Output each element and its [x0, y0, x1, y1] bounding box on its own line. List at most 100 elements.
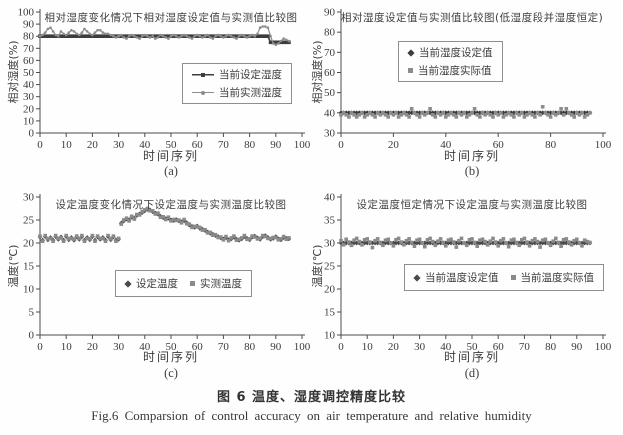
svg-text:30: 30	[113, 341, 125, 353]
svg-text:80: 80	[244, 341, 256, 353]
svg-text:60: 60	[324, 67, 336, 79]
svg-text:0: 0	[338, 341, 344, 353]
chart-d-legend: 当前温度设定值 当前温度实际值	[404, 264, 604, 291]
svg-text:100: 100	[595, 341, 612, 353]
svg-text:50: 50	[324, 87, 336, 99]
svg-text:80: 80	[324, 27, 336, 39]
svg-text:10: 10	[23, 284, 35, 296]
chart-d-x-axis-label: 时间序列	[443, 350, 500, 364]
svg-text:30: 30	[23, 91, 35, 103]
svg-text:20: 20	[87, 139, 99, 150]
legend-item-current-set-temperature: 当前温度设定值	[413, 270, 499, 285]
svg-text:90: 90	[571, 341, 583, 353]
svg-text:40: 40	[324, 107, 336, 119]
svg-text:30: 30	[23, 192, 35, 204]
svg-text:60: 60	[493, 139, 505, 150]
chart-c-sublabel: (c)	[164, 366, 178, 380]
measured-humidity-line-marker-icon	[192, 90, 214, 95]
square-marker-icon	[510, 275, 516, 280]
svg-text:10: 10	[23, 115, 35, 127]
svg-text:30: 30	[324, 128, 336, 140]
figure-caption-english: Fig.6 Comparsion of control accuracy on …	[91, 408, 532, 423]
chart-b-legend: 当前湿度设定值 当前湿度实际值	[398, 41, 503, 82]
svg-text:60: 60	[23, 55, 35, 67]
svg-text:100: 100	[294, 341, 311, 353]
svg-text:70: 70	[519, 341, 531, 353]
svg-text:20: 20	[23, 103, 35, 115]
legend-item-measured-humidity: 当前实测湿度	[192, 85, 282, 100]
svg-text:0: 0	[29, 128, 35, 140]
chart-d-y-axis-label: 温度(℃)	[311, 244, 324, 288]
svg-text:10: 10	[61, 341, 73, 353]
svg-text:40: 40	[23, 79, 35, 91]
svg-text:20: 20	[324, 284, 336, 296]
svg-text:60: 60	[192, 341, 204, 353]
svg-text:20: 20	[87, 341, 99, 353]
svg-text:100: 100	[18, 7, 35, 19]
svg-text:0: 0	[37, 139, 43, 150]
legend-label: 实测温度	[200, 278, 242, 290]
svg-text:15: 15	[324, 307, 336, 319]
svg-text:60: 60	[493, 341, 505, 353]
subplot-d: 10 15 20 25 30 35 40 0 10 20 30 40 50 60 70 80 90 100 设定温…	[311, 185, 623, 385]
chart-c-x-axis-label: 时间序列	[142, 350, 199, 364]
diamond-marker-icon	[407, 48, 415, 57]
svg-text:90: 90	[23, 19, 35, 31]
svg-text:40: 40	[324, 192, 336, 204]
svg-text:80: 80	[23, 31, 35, 43]
svg-text:20: 20	[388, 341, 400, 353]
chart-c-title: 设定温度变化情况下设定温度与实测温度比较图	[55, 199, 287, 211]
chart-c-y-axis-label: 温度(℃)	[7, 244, 20, 288]
chart-b-x-axis-label: 时间序列	[443, 149, 500, 163]
svg-text:15: 15	[23, 261, 35, 273]
legend-item-set-humidity-value: 当前湿度设定值	[407, 45, 493, 60]
legend-item-actual-humidity-value: 当前湿度实际值	[408, 63, 492, 78]
svg-text:35: 35	[324, 215, 336, 227]
svg-text:50: 50	[23, 67, 35, 79]
chart-a-sublabel: (a)	[164, 164, 178, 178]
chart-a-title: 相对湿度变化情况下相对湿度设定值与实测值比较图	[44, 12, 298, 24]
subplot-a: 0 10 20 30 40 50 60 70 80 90 100 0 10 20 30 40 50 60 70 80 9…	[0, 0, 311, 185]
chart-b-title: 相对湿度设定值与实测值比较图(低湿度段并湿度恒定)	[341, 12, 604, 24]
svg-text:40: 40	[440, 139, 452, 150]
legend-item-set-temperature: 设定温度	[124, 276, 178, 291]
svg-text:0: 0	[37, 341, 43, 353]
svg-text:100: 100	[294, 139, 311, 150]
legend-item-set-humidity: 当前设定湿度	[192, 67, 282, 82]
chart-a-x-axis-label: 时间序列	[142, 149, 199, 163]
square-marker-icon	[190, 281, 195, 286]
figure-caption-chinese: 图 6 温度、湿度调控精度比较	[216, 390, 407, 405]
chart-c-legend: 设定温度 实测温度	[115, 270, 252, 297]
svg-text:90: 90	[270, 341, 282, 353]
svg-text:50: 50	[467, 341, 479, 353]
svg-text:30: 30	[414, 341, 426, 353]
svg-text:25: 25	[324, 261, 336, 273]
diamond-marker-icon	[124, 279, 132, 288]
set-humidity-line-marker-icon	[192, 72, 214, 77]
svg-text:70: 70	[218, 341, 230, 353]
legend-item-current-actual-temperature: 当前温度实际值	[510, 270, 594, 285]
subplot-c: 0 5 10 15 20 25 30 0 10 20 30 40 50 60 70 80 90 100 设定温度变…	[0, 185, 311, 385]
chart-d-sublabel: (d)	[464, 366, 480, 380]
diamond-marker-icon	[413, 273, 421, 282]
chart-a-legend: 当前设定湿度 当前实测湿度	[182, 63, 292, 104]
svg-text:60: 60	[192, 139, 204, 150]
svg-text:0: 0	[29, 330, 35, 342]
svg-text:10: 10	[61, 139, 73, 150]
svg-text:50: 50	[166, 341, 178, 353]
legend-label: 当前设定湿度	[219, 69, 282, 81]
svg-text:20: 20	[388, 139, 400, 150]
chart-d-title: 设定温度恒定情况下设定温度与实测温度比较图	[356, 199, 588, 211]
svg-text:5: 5	[29, 307, 35, 319]
chart-b-sublabel: (b)	[464, 164, 480, 178]
svg-text:70: 70	[218, 139, 230, 150]
svg-text:80: 80	[545, 139, 557, 150]
svg-text:40: 40	[139, 341, 151, 353]
legend-label: 当前湿度实际值	[418, 65, 492, 77]
chart-c-plot: 0 5 10 15 20 25 30 0 10 20 30 40 50 60 70 80 90 100	[23, 192, 311, 354]
svg-text:10: 10	[324, 330, 336, 342]
legend-item-measured-temperature: 实测温度	[190, 276, 242, 291]
svg-text:90: 90	[324, 7, 336, 19]
